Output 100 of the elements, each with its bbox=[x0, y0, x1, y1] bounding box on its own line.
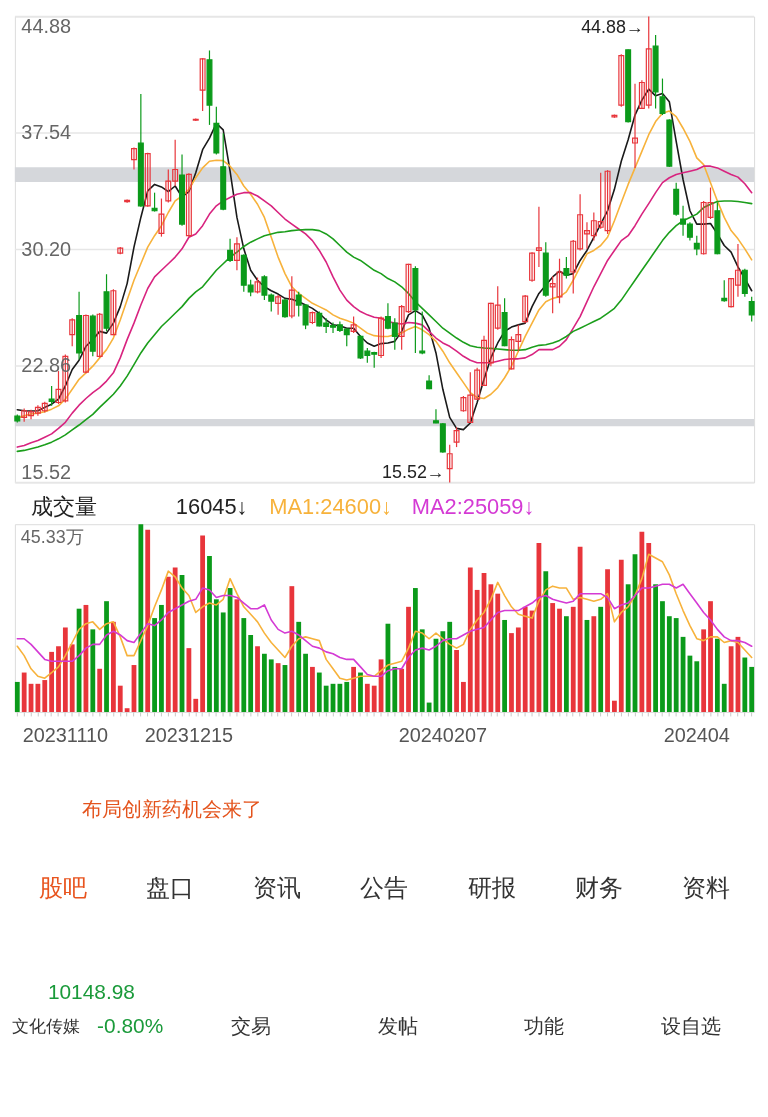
bar bbox=[522, 606, 528, 712]
bar bbox=[241, 618, 247, 712]
bar bbox=[49, 651, 55, 712]
bar bbox=[440, 631, 446, 712]
bar bbox=[399, 668, 405, 712]
text: MA2:25059↓ bbox=[411, 494, 535, 520]
bar bbox=[673, 618, 679, 712]
bar bbox=[406, 606, 411, 712]
text: 研报 bbox=[467, 873, 516, 901]
bar bbox=[200, 535, 206, 712]
bar bbox=[591, 616, 597, 712]
bar bbox=[749, 666, 755, 712]
bar bbox=[138, 524, 144, 712]
bar bbox=[248, 634, 254, 712]
bar bbox=[714, 638, 720, 712]
bar bbox=[728, 646, 734, 712]
text: 财务 bbox=[575, 873, 624, 901]
annotation: 44.88→ bbox=[581, 17, 644, 38]
bar bbox=[14, 681, 20, 712]
bar bbox=[62, 627, 68, 712]
text: MA1:24600↓ bbox=[269, 494, 392, 520]
y-tick-label: 30.20 bbox=[21, 237, 72, 260]
text: 股吧 bbox=[38, 873, 87, 901]
bar bbox=[495, 593, 501, 712]
bar bbox=[625, 584, 631, 712]
text: 布局创新药机会来了 bbox=[82, 798, 263, 821]
text: 文化传媒 bbox=[11, 1016, 80, 1036]
chart-title: 成交量 bbox=[30, 494, 97, 520]
bar bbox=[509, 633, 514, 712]
bar bbox=[660, 601, 665, 712]
text: 资料 bbox=[682, 873, 731, 901]
bar bbox=[316, 672, 322, 712]
text: 设自选 bbox=[661, 1014, 722, 1037]
bar bbox=[447, 621, 453, 712]
bar bbox=[275, 663, 281, 712]
bar bbox=[351, 666, 357, 712]
bar bbox=[213, 599, 219, 712]
bar bbox=[358, 672, 363, 712]
bar bbox=[117, 685, 123, 712]
bar bbox=[152, 618, 157, 712]
bar bbox=[97, 668, 103, 712]
bar bbox=[220, 612, 226, 712]
bar bbox=[543, 571, 549, 712]
bar bbox=[515, 627, 521, 712]
text: -0.80% bbox=[97, 1013, 164, 1037]
bar bbox=[35, 683, 41, 712]
text: 交易 bbox=[231, 1014, 272, 1037]
bar bbox=[412, 588, 418, 712]
bar bbox=[454, 650, 459, 712]
bar bbox=[467, 567, 473, 712]
y-tick-label: 44.88 bbox=[21, 14, 72, 37]
bar bbox=[303, 653, 308, 712]
bar bbox=[165, 576, 171, 712]
bar bbox=[721, 683, 727, 712]
bar bbox=[577, 546, 583, 712]
bar bbox=[193, 698, 199, 712]
bar bbox=[364, 683, 370, 712]
bar bbox=[344, 681, 350, 712]
bar bbox=[69, 644, 75, 712]
bar bbox=[289, 586, 295, 712]
bar bbox=[145, 529, 151, 712]
bar bbox=[701, 629, 707, 712]
bar bbox=[618, 559, 624, 712]
text: 资讯 bbox=[253, 873, 302, 901]
bar bbox=[310, 666, 315, 712]
bar bbox=[337, 683, 343, 712]
bar bbox=[474, 589, 480, 712]
bar bbox=[110, 621, 116, 712]
bar bbox=[461, 681, 466, 712]
bar bbox=[419, 629, 425, 712]
bar bbox=[268, 659, 274, 712]
text: 公告 bbox=[360, 873, 409, 901]
bar bbox=[639, 531, 645, 712]
bar bbox=[557, 608, 562, 712]
bar bbox=[742, 657, 748, 712]
text: 16045↓ bbox=[175, 494, 248, 520]
annotation: 15.52→ bbox=[382, 462, 445, 483]
bar bbox=[21, 672, 27, 712]
bar bbox=[708, 601, 713, 712]
bar bbox=[56, 646, 61, 712]
bar bbox=[612, 700, 617, 712]
bar bbox=[598, 606, 604, 712]
y-tick-label: 15.52 bbox=[21, 460, 72, 483]
bar bbox=[502, 619, 508, 712]
x-tick-label: 20231110 bbox=[22, 724, 109, 747]
bar bbox=[694, 661, 700, 712]
text: 功能 bbox=[524, 1014, 565, 1037]
bar bbox=[323, 685, 329, 712]
text: 发帖 bbox=[378, 1014, 419, 1037]
bar bbox=[42, 680, 48, 712]
bar bbox=[296, 621, 302, 712]
bar bbox=[488, 584, 494, 712]
bar bbox=[570, 606, 576, 712]
y-tick-label: 37.54 bbox=[21, 121, 72, 144]
bar bbox=[392, 666, 398, 712]
bar bbox=[371, 685, 377, 712]
text: 10148.98 bbox=[47, 980, 135, 1004]
x-tick-label: 202404 bbox=[663, 724, 730, 747]
bar bbox=[124, 708, 130, 712]
bar bbox=[563, 616, 569, 712]
